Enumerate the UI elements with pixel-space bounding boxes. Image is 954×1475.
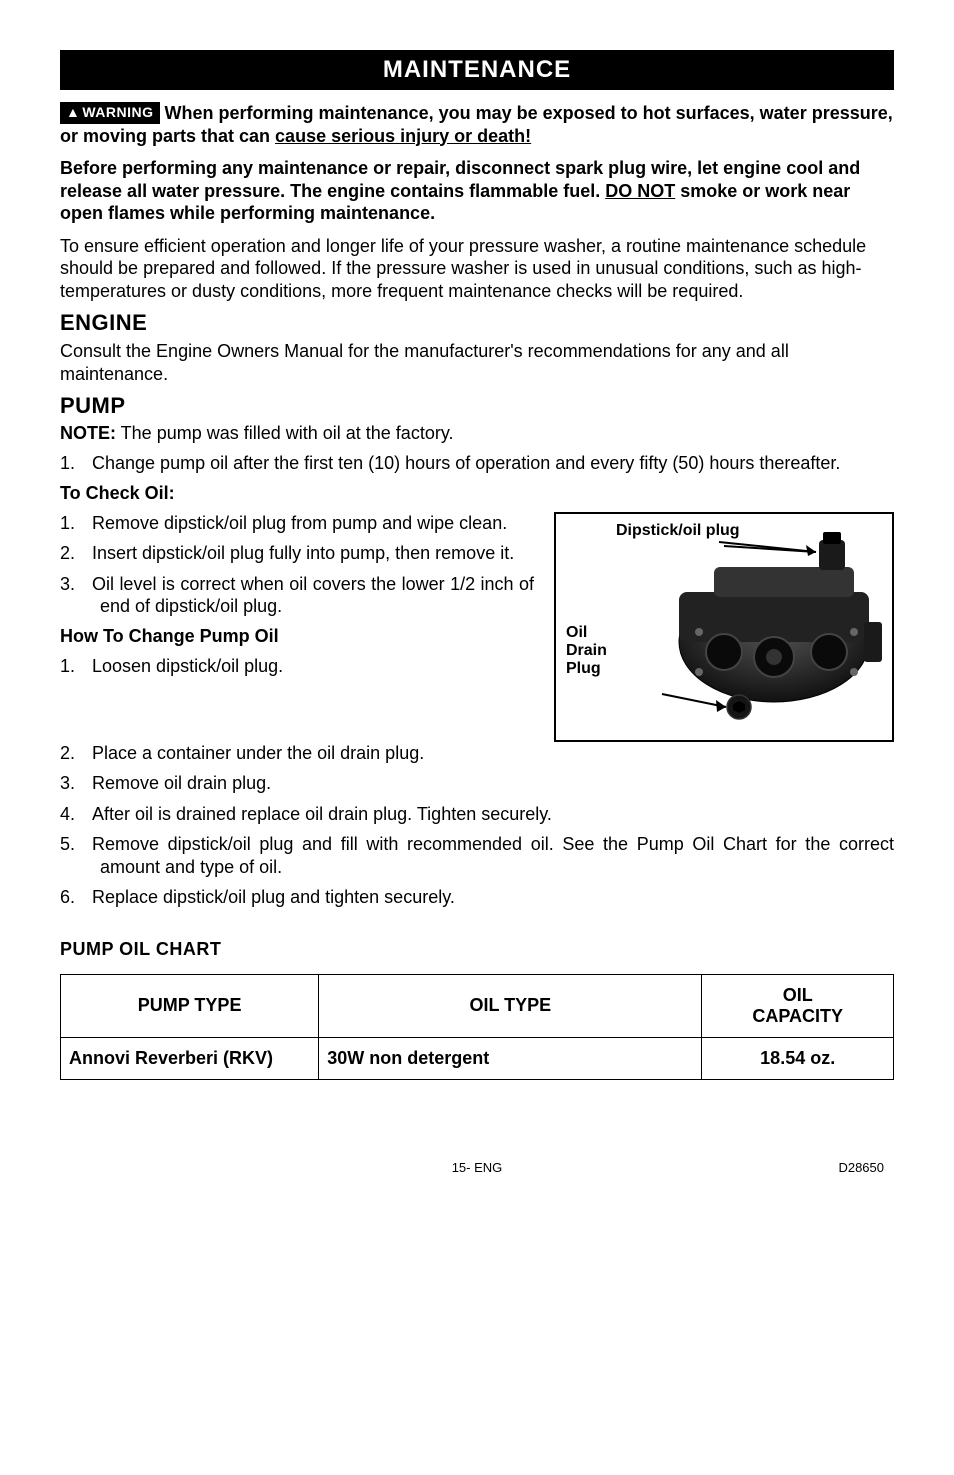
change-oil-list-full: 2.Place a container under the oil drain … <box>60 742 894 909</box>
list-item: 2.Place a container under the oil drain … <box>60 742 894 765</box>
check-oil-heading: To Check Oil: <box>60 483 894 504</box>
col-pump-type: PUMP TYPE <box>61 974 319 1037</box>
note-text: The pump was filled with oil at the fact… <box>116 423 454 443</box>
check-oil-item-1: Remove dipstick/oil plug from pump and w… <box>92 513 507 533</box>
table-row: Annovi Reverberi (RKV) 30W non detergent… <box>61 1037 894 1079</box>
col-oil-capacity: OILCAPACITY <box>702 974 894 1037</box>
fig-side-2: Drain <box>566 642 607 659</box>
col-oil-type: OIL TYPE <box>319 974 702 1037</box>
fig-side-1: Oil <box>566 624 587 641</box>
warning-triangle-icon: ▲ <box>66 104 80 122</box>
pump-diagram-icon <box>624 522 884 732</box>
list-item: 1.Remove dipstick/oil plug from pump and… <box>60 512 534 535</box>
change-oil-item-2: Place a container under the oil drain pl… <box>92 743 424 763</box>
change-oil-list-left: 1.Loosen dipstick/oil plug. <box>60 655 534 678</box>
pump-step-1: Change pump oil after the first ten (10)… <box>92 453 840 473</box>
table-header-row: PUMP TYPE OIL TYPE OILCAPACITY <box>61 974 894 1037</box>
change-oil-item-3: Remove oil drain plug. <box>92 773 271 793</box>
warning-badge: ▲WARNING <box>60 102 160 124</box>
warning-badge-text: WARNING <box>82 104 153 120</box>
list-item: 2.Insert dipstick/oil plug fully into pu… <box>60 542 534 565</box>
check-oil-item-2: Insert dipstick/oil plug fully into pump… <box>92 543 514 563</box>
pump-step-list: 1.Change pump oil after the first ten (1… <box>60 452 894 475</box>
footer-page-number: 15- ENG <box>150 1160 804 1175</box>
fig-side-3: Plug <box>566 660 601 677</box>
warning-intro: ▲WARNING When performing maintenance, yo… <box>60 102 894 147</box>
pump-note: NOTE: The pump was filled with oil at th… <box>60 423 894 444</box>
check-oil-item-3: Oil level is correct when oil covers the… <box>92 574 534 617</box>
figure-label-drain: Oil Drain Plug <box>566 624 607 679</box>
pump-oil-chart-table: PUMP TYPE OIL TYPE OILCAPACITY Annovi Re… <box>60 974 894 1080</box>
change-oil-item-4: After oil is drained replace oil drain p… <box>92 804 552 824</box>
ensure-paragraph: To ensure efficient operation and longer… <box>60 235 894 303</box>
change-oil-item-6: Replace dipstick/oil plug and tighten se… <box>92 887 455 907</box>
before-paragraph: Before performing any maintenance or rep… <box>60 157 894 225</box>
pump-heading: PUMP <box>60 393 894 419</box>
note-label: NOTE: <box>60 423 116 443</box>
before-underline: DO NOT <box>605 181 675 201</box>
cell-pump-type: Annovi Reverberi (RKV) <box>61 1037 319 1079</box>
page-footer: 15- ENG D28650 <box>60 1160 894 1175</box>
cell-oil-capacity: 18.54 oz. <box>702 1037 894 1079</box>
warning-text-underline: cause serious injury or death! <box>275 126 531 146</box>
pump-figure: Dipstick/oil plug Oil Drain Plug <box>554 512 894 742</box>
engine-paragraph: Consult the Engine Owners Manual for the… <box>60 340 894 385</box>
list-item: 3.Oil level is correct when oil covers t… <box>60 573 534 618</box>
list-item: 1.Loosen dipstick/oil plug. <box>60 655 534 678</box>
change-oil-heading: How To Change Pump Oil <box>60 626 534 647</box>
list-item: 4.After oil is drained replace oil drain… <box>60 803 894 826</box>
list-item: 1.Change pump oil after the first ten (1… <box>60 452 894 475</box>
change-oil-item-5: Remove dipstick/oil plug and fill with r… <box>92 834 894 877</box>
footer-doc-id: D28650 <box>804 1160 884 1175</box>
cell-oil-type: 30W non detergent <box>319 1037 702 1079</box>
change-oil-item-1: Loosen dipstick/oil plug. <box>92 656 283 676</box>
check-oil-list: 1.Remove dipstick/oil plug from pump and… <box>60 512 534 618</box>
section-header: MAINTENANCE <box>60 50 894 90</box>
list-item: 3.Remove oil drain plug. <box>60 772 894 795</box>
list-item: 5.Remove dipstick/oil plug and fill with… <box>60 833 894 878</box>
engine-heading: ENGINE <box>60 310 894 336</box>
list-item: 6.Replace dipstick/oil plug and tighten … <box>60 886 894 909</box>
pump-oil-chart-title: PUMP OIL CHART <box>60 939 894 960</box>
